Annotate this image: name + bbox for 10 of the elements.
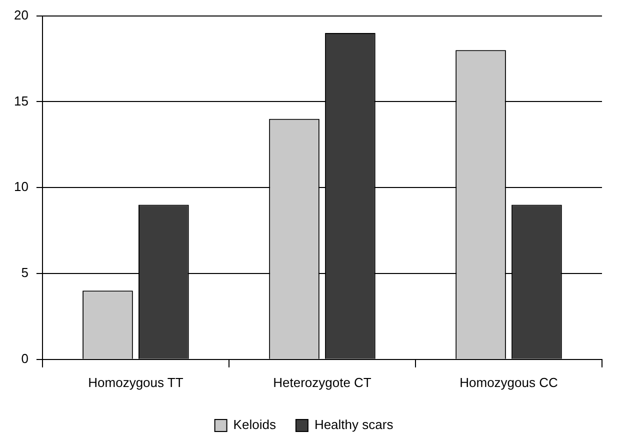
legend-label: Healthy scars (314, 417, 394, 432)
y-tick-label: 15 (14, 93, 28, 108)
y-tick-label: 5 (21, 265, 28, 280)
legend-label: Keloids (233, 417, 276, 432)
x-tick-label: Heterozygote CT (273, 374, 372, 390)
y-tick-label: 0 (21, 350, 28, 366)
y-tick-label: 20 (14, 7, 28, 22)
x-tick-label: Homozygous TT (88, 374, 184, 390)
y-tick-label: 10 (14, 179, 28, 194)
x-tick-label: Homozygous CC (460, 374, 558, 390)
